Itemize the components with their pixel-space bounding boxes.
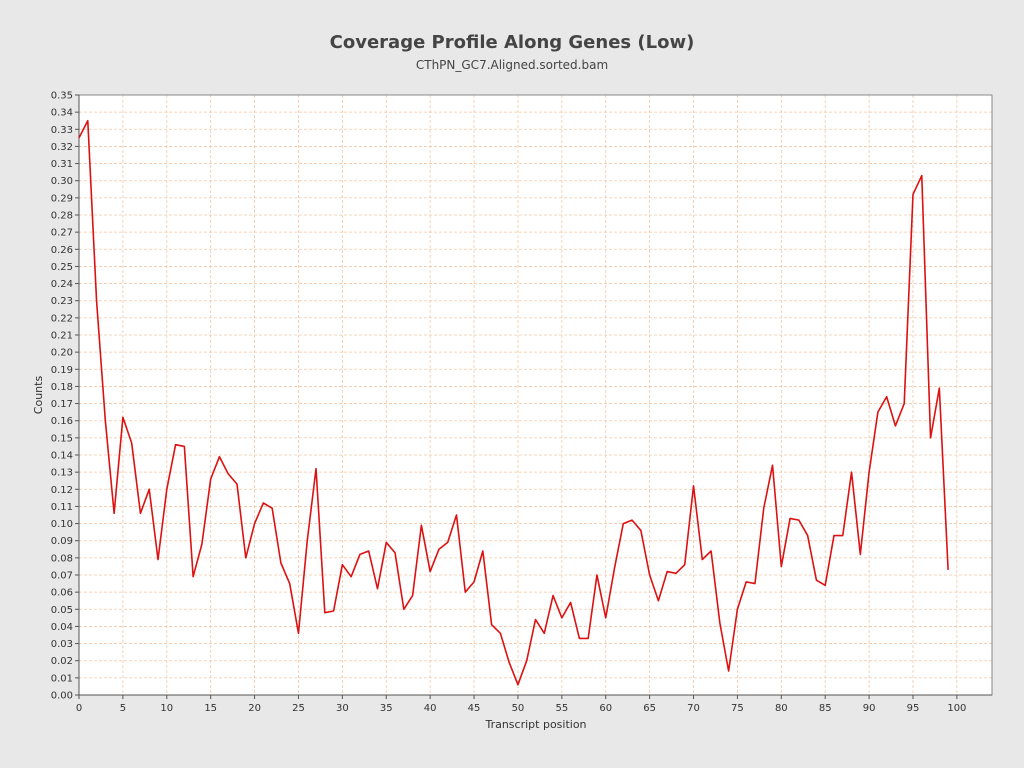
y-tick-label: 0.08 xyxy=(51,553,73,564)
y-axis-label: Counts xyxy=(32,376,45,415)
x-tick-label: 5 xyxy=(120,703,126,714)
y-tick-label: 0.03 xyxy=(51,639,73,650)
y-tick-label: 0.01 xyxy=(51,673,73,684)
y-ticks: 0.00 0.01 0.02 0.03 0.04 0.05 0.06 0.07 0.08 0.09… xyxy=(51,91,79,702)
y-tick-label: 0.11 xyxy=(51,502,73,513)
x-tick-label: 20 xyxy=(248,703,261,714)
x-tick-label: 45 xyxy=(468,703,481,714)
y-tick-label: 0.35 xyxy=(51,91,73,102)
y-tick-label: 0.33 xyxy=(51,125,73,136)
y-tick-label: 0.04 xyxy=(51,622,73,633)
y-tick-label: 0.26 xyxy=(51,245,73,256)
y-tick-label: 0.02 xyxy=(51,656,73,667)
y-tick-label: 0.24 xyxy=(51,279,73,290)
plot-area xyxy=(79,95,992,695)
x-tick-label: 90 xyxy=(863,703,876,714)
chart-subtitle: CThPN_GC7.Aligned.sorted.bam xyxy=(416,58,608,72)
x-tick-label: 65 xyxy=(643,703,656,714)
y-tick-label: 0.22 xyxy=(51,313,73,324)
x-tick-label: 0 xyxy=(76,703,82,714)
y-tick-label: 0.09 xyxy=(51,536,73,547)
x-tick-label: 60 xyxy=(599,703,612,714)
y-tick-label: 0.15 xyxy=(51,433,73,444)
y-tick-label: 0.27 xyxy=(51,228,73,239)
y-tick-label: 0.07 xyxy=(51,571,73,582)
grid xyxy=(79,94,992,695)
x-tick-label: 70 xyxy=(687,703,700,714)
x-tick-label: 100 xyxy=(947,703,966,714)
y-tick-label: 0.06 xyxy=(51,588,73,599)
y-tick-label: 0.17 xyxy=(51,399,73,410)
x-tick-label: 75 xyxy=(731,703,744,714)
y-tick-label: 0.05 xyxy=(51,605,73,616)
chart-title: Coverage Profile Along Genes (Low) xyxy=(330,32,695,53)
x-tick-label: 85 xyxy=(819,703,832,714)
y-tick-label: 0.25 xyxy=(51,262,73,273)
x-axis-label: Transcript position xyxy=(484,718,586,731)
x-tick-label: 25 xyxy=(292,703,305,714)
x-tick-label: 55 xyxy=(555,703,568,714)
x-tick-label: 10 xyxy=(160,703,173,714)
y-tick-label: 0.12 xyxy=(51,485,73,496)
y-tick-label: 0.28 xyxy=(51,211,73,222)
x-tick-label: 50 xyxy=(512,703,525,714)
x-tick-label: 80 xyxy=(775,703,788,714)
y-tick-label: 0.31 xyxy=(51,159,73,170)
y-tick-label: 0.13 xyxy=(51,468,73,479)
y-tick-label: 0.23 xyxy=(51,296,73,307)
x-tick-label: 95 xyxy=(907,703,920,714)
series-line-coverage xyxy=(78,119,949,686)
x-tick-label: 35 xyxy=(380,703,393,714)
y-tick-label: 0.00 xyxy=(51,691,73,702)
y-tick-label: 0.20 xyxy=(51,348,73,359)
y-tick-label: 0.14 xyxy=(51,451,73,462)
y-tick-label: 0.18 xyxy=(51,382,73,393)
y-tick-label: 0.34 xyxy=(51,108,73,119)
x-ticks: 0 5 10 15 20 25 30 35 40 45 50 55 60 65 70 75 80 85 90 95 10… xyxy=(76,695,966,714)
y-tick-label: 0.30 xyxy=(51,176,73,187)
y-tick-label: 0.32 xyxy=(51,142,73,153)
y-tick-label: 0.10 xyxy=(51,519,73,530)
x-tick-label: 40 xyxy=(424,703,437,714)
x-tick-label: 30 xyxy=(336,703,349,714)
y-tick-label: 0.29 xyxy=(51,193,73,204)
y-tick-label: 0.19 xyxy=(51,365,73,376)
x-tick-label: 15 xyxy=(204,703,217,714)
y-tick-label: 0.21 xyxy=(51,331,73,342)
y-tick-label: 0.16 xyxy=(51,416,73,427)
axes xyxy=(78,94,993,696)
